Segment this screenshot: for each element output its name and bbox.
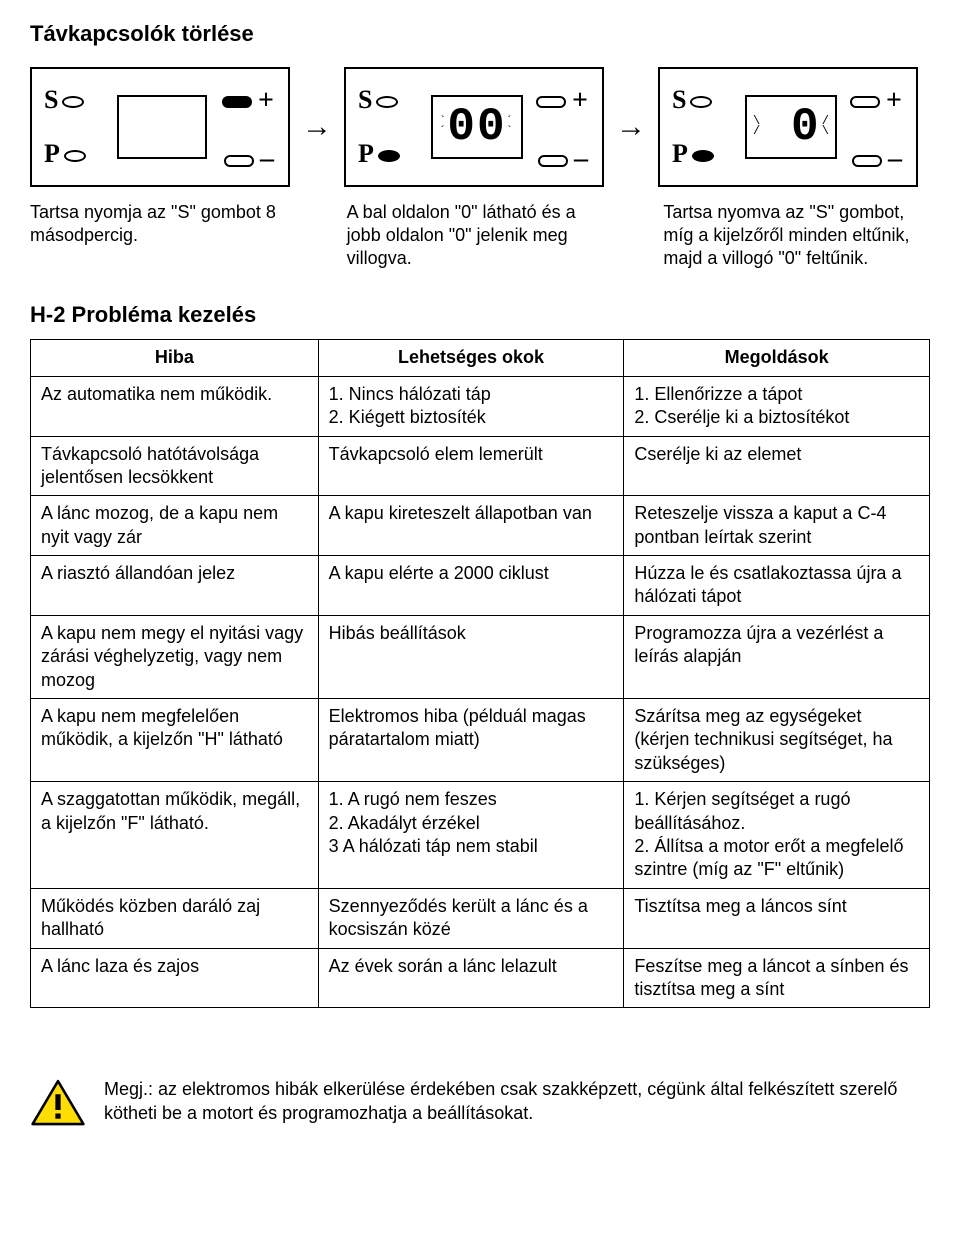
table-cell: Távkapcsoló elem lemerült <box>318 436 624 496</box>
table-cell: A kapu nem megfelelően működik, a kijelz… <box>31 699 319 782</box>
pill-icon <box>852 155 882 167</box>
plus-button: + <box>222 83 274 119</box>
table-cell: A kapu nem megy el nyitási vagy zárási v… <box>31 615 319 698</box>
p-label: P <box>358 137 400 171</box>
minus-button: – <box>852 152 902 167</box>
arrow-icon: → <box>614 67 648 187</box>
table-cell: Szárítsa meg az egységeket (kérjen techn… <box>624 699 930 782</box>
table-cell: A riasztó állandóan jelez <box>31 556 319 616</box>
table-cell: 1. Ellenőrizze a tápot 2. Cserélje ki a … <box>624 376 930 436</box>
table-cell: Távkapcsoló hatótávolsága jelentősen lec… <box>31 436 319 496</box>
table-cell: Az évek során a lánc lelazult <box>318 948 624 1008</box>
table-cell: Működés közben daráló zaj hallható <box>31 888 319 948</box>
table-cell: Cserélje ki az elemet <box>624 436 930 496</box>
caption-1: Tartsa nyomja az "S" gombot 8 másodperci… <box>30 201 297 271</box>
table-cell: A kapu kireteszelt állapotban van <box>318 496 624 556</box>
table-cell: A szaggatottan működik, megáll, a kijelz… <box>31 782 319 889</box>
table-cell: A lánc mozog, de a kapu nem nyit vagy zá… <box>31 496 319 556</box>
table-cell: 1. A rugó nem feszes 2. Akadályt érzékel… <box>318 782 624 889</box>
s-label: S <box>672 83 712 117</box>
section-2-title: H-2 Probléma kezelés <box>30 301 930 330</box>
table-cell: Húzza le és csatlakoztassa újra a hálóza… <box>624 556 930 616</box>
pill-icon <box>538 155 568 167</box>
table-cell: Szennyeződés került a lánc és a kocsiszá… <box>318 888 624 948</box>
captions-row: Tartsa nyomja az "S" gombot 8 másodperci… <box>30 201 930 271</box>
p-label: P <box>672 137 714 171</box>
s-label: S <box>358 83 398 117</box>
warning-icon <box>30 1078 86 1134</box>
indicator-oval <box>64 150 86 162</box>
minus-button: – <box>224 152 274 167</box>
table-cell: A lánc laza és zajos <box>31 948 319 1008</box>
pill-icon <box>224 155 254 167</box>
table-cell: Hibás beállítások <box>318 615 624 698</box>
table-cell: Az automatika nem működik. <box>31 376 319 436</box>
table-cell: Feszítse meg a láncot a sínben és tisztí… <box>624 948 930 1008</box>
indicator-oval <box>376 96 398 108</box>
table-row: A lánc laza és zajosAz évek során a lánc… <box>31 948 930 1008</box>
table-row: Távkapcsoló hatótávolsága jelentősen lec… <box>31 436 930 496</box>
table-row: Működés közben daráló zaj hallhatóSzenny… <box>31 888 930 948</box>
pill-icon <box>222 96 252 108</box>
table-row: A kapu nem megy el nyitási vagy zárási v… <box>31 615 930 698</box>
indicator-oval-filled <box>692 150 714 162</box>
note-text: Megj.: az elektromos hibák elkerülése ér… <box>104 1078 930 1125</box>
col-header: Megoldások <box>624 340 930 376</box>
table-cell: Elektromos hiba (példuál magas páratarta… <box>318 699 624 782</box>
indicator-oval <box>62 96 84 108</box>
s-label: S <box>44 83 84 117</box>
plus-button: + <box>850 83 902 119</box>
table-cell: 1. Nincs hálózati táp 2. Kiégett biztosí… <box>318 376 624 436</box>
plus-button: + <box>536 83 588 119</box>
minus-button: – <box>538 152 588 167</box>
caption-2: A bal oldalon "0" látható és a jobb olda… <box>347 201 614 271</box>
table-row: Az automatika nem működik.1. Nincs hálóz… <box>31 376 930 436</box>
table-cell: A kapu elérte a 2000 ciklust <box>318 556 624 616</box>
display-screen: \/ 0 /\ <box>745 95 837 159</box>
col-header: Hiba <box>31 340 319 376</box>
note-row: Megj.: az elektromos hibák elkerülése ér… <box>30 1078 930 1134</box>
table-row: A riasztó állandóan jelezA kapu elérte a… <box>31 556 930 616</box>
indicator-oval <box>690 96 712 108</box>
table-row: A szaggatottan működik, megáll, a kijelz… <box>31 782 930 889</box>
table-row: A kapu nem megfelelően működik, a kijelz… <box>31 699 930 782</box>
table-cell: 1. Kérjen segítséget a rugó beállításáho… <box>624 782 930 889</box>
p-label: P <box>44 137 86 171</box>
pill-icon <box>536 96 566 108</box>
caption-3: Tartsa nyomva az "S" gombot, míg a kijel… <box>663 201 930 271</box>
display-screen: `´ 00 ´` <box>431 95 523 159</box>
page-title: Távkapcsolók törlése <box>30 20 930 49</box>
panel-3: S P + – \/ 0 /\ <box>658 67 918 187</box>
panel-2: S P + – `´ 00 ´` <box>344 67 604 187</box>
table-row: A lánc mozog, de a kapu nem nyit vagy zá… <box>31 496 930 556</box>
table-cell: Tisztítsa meg a láncos sínt <box>624 888 930 948</box>
indicator-oval-filled <box>378 150 400 162</box>
display-screen <box>117 95 207 159</box>
pill-icon <box>850 96 880 108</box>
seven-segment: \/ 0 /\ <box>747 97 835 157</box>
seven-segment: `´ 00 ´` <box>433 97 521 157</box>
table-cell: Programozza újra a vezérlést a leírás al… <box>624 615 930 698</box>
col-header: Lehetséges okok <box>318 340 624 376</box>
table-header-row: Hiba Lehetséges okok Megoldások <box>31 340 930 376</box>
panels-row: S P + – → S P + – `´ 00 ´` → S P + – \/ … <box>30 67 930 187</box>
table-cell: Reteszelje vissza a kaput a C-4 pontban … <box>624 496 930 556</box>
troubleshoot-table: Hiba Lehetséges okok Megoldások Az autom… <box>30 339 930 1008</box>
panel-1: S P + – <box>30 67 290 187</box>
arrow-icon: → <box>300 67 334 187</box>
